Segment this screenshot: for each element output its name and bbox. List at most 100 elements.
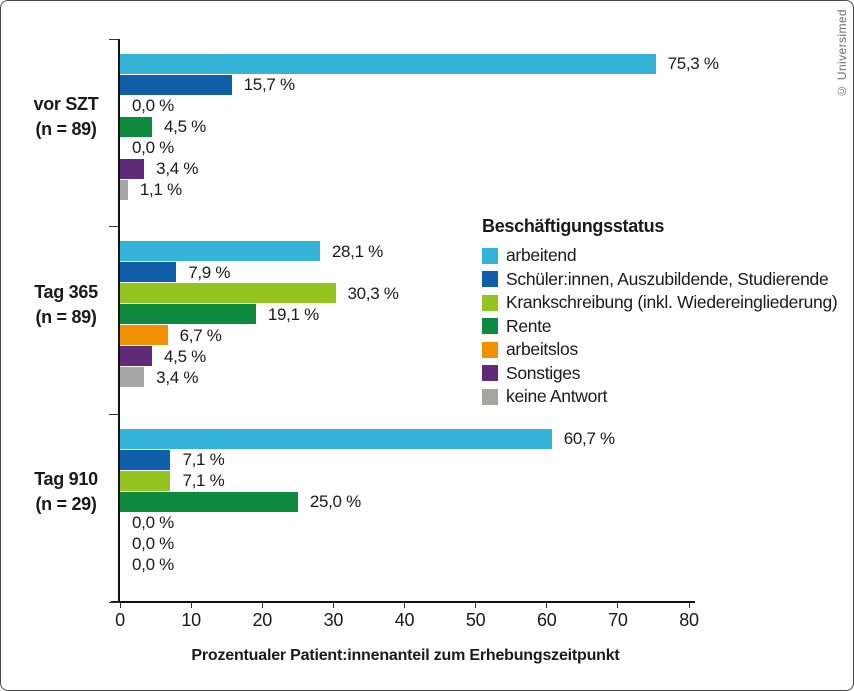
legend-swatch xyxy=(482,388,498,405)
group-label: Tag 910 (n = 29) xyxy=(13,467,119,517)
bar-row: 75,3 % xyxy=(120,53,720,74)
bar-row: 0,0 % xyxy=(120,512,720,533)
legend-item: arbeitslos xyxy=(482,338,837,362)
bar xyxy=(120,367,145,388)
axis-boundary-tick xyxy=(109,226,119,228)
bar-row: 3,4 % xyxy=(120,158,720,179)
bar-value-label: 1,1 % xyxy=(139,180,182,199)
x-tick-mark xyxy=(332,603,334,608)
x-tick-mark xyxy=(119,603,121,608)
group-bars: 60,7 % 7,1 % 7,1 % 25,0 % 0,0 % 0,0 % 0,0 % xyxy=(120,414,853,602)
axis-boundary-tick xyxy=(109,601,119,603)
bar xyxy=(120,241,320,262)
x-tick-label: 10 xyxy=(181,610,201,630)
x-tick-label: 80 xyxy=(679,610,699,630)
bar-value-label: 15,7 % xyxy=(243,75,295,94)
x-axis-line xyxy=(111,601,695,603)
bar xyxy=(120,74,232,95)
group-bars: 28,1 % 7,9 % 30,3 % 19,1 % 6,7 % 4,5 % 3,4 % xyxy=(120,227,853,415)
bar-row: 0,0 % xyxy=(120,533,720,554)
bar-value-label: 28,1 % xyxy=(331,241,383,261)
bar-row: 60,7 % xyxy=(120,428,720,449)
legend-item-label: arbeitslos xyxy=(506,339,578,360)
bar-row: 6,7 % xyxy=(120,325,720,346)
bar-value-label: 3,4 % xyxy=(156,159,199,178)
bar-value-label: 0,0 % xyxy=(132,96,174,115)
bar xyxy=(120,283,336,304)
bar-value-label: 6,7 % xyxy=(179,325,222,345)
legend-swatch xyxy=(482,271,498,288)
bar-value-label: 30,3 % xyxy=(347,283,399,303)
legend-item-label: Rente xyxy=(506,315,552,336)
bar xyxy=(120,116,152,137)
group-label-line2: (n = 89) xyxy=(35,119,97,139)
bar-row: 7,1 % xyxy=(120,449,720,470)
bar-row: 4,5 % xyxy=(120,116,720,137)
group-bars: 75,3 % 15,7 % 0,0 % 4,5 % 0,0 % 3,4 % 1,1 % xyxy=(120,39,853,227)
bar-value-label: 60,7 % xyxy=(563,429,615,449)
legend-item-label: Schüler:innen, Auszubildende, Studierend… xyxy=(506,268,829,289)
x-tick-mark xyxy=(404,603,405,608)
bar-row: 0,0 % xyxy=(120,554,720,575)
legend-item: arbeitend xyxy=(482,244,837,268)
bar-row: 3,4 % xyxy=(120,367,720,388)
bar-value-label: 75,3 % xyxy=(667,54,719,73)
legend-item: Schüler:innen, Auszubildende, Studierend… xyxy=(482,268,837,292)
legend-item-label: keine Antwort xyxy=(506,386,608,407)
bar xyxy=(120,325,168,346)
x-tick-mark xyxy=(617,603,619,608)
bar-value-label: 0,0 % xyxy=(132,138,174,157)
bar xyxy=(120,304,256,325)
bar-row: 0,0 % xyxy=(120,137,720,158)
x-tick-label: 30 xyxy=(323,610,344,630)
bar-value-label: 7,1 % xyxy=(182,471,225,491)
legend-item-label: Sonstiges xyxy=(506,362,581,383)
bar-group: Tag 365 (n = 89) 28,1 % 7,9 % 30,3 % 19,1 % 6,… xyxy=(1,227,853,415)
bar-row: 19,1 % xyxy=(120,304,720,325)
group-label: Tag 365 (n = 89) xyxy=(13,280,119,330)
x-tick-label: 60 xyxy=(537,610,557,630)
axis-boundary-tick xyxy=(109,413,119,415)
bar-row: 28,1 % xyxy=(120,241,720,262)
x-tick-label: 0 xyxy=(115,610,125,630)
axis-boundary-tick xyxy=(109,38,119,40)
x-tick-mark xyxy=(546,603,548,608)
legend-swatch xyxy=(482,365,498,382)
legend-items: arbeitend Schüler:innen, Auszubildende, S… xyxy=(482,244,838,409)
group-label-line1: Tag 910 xyxy=(34,469,98,490)
group-label-line1: vor SZT xyxy=(33,94,99,114)
legend-item: Krankschreibung (inkl. Wiedereingliederu… xyxy=(482,291,838,315)
x-tick-mark xyxy=(261,603,263,608)
bar-row: 7,1 % xyxy=(120,470,720,491)
bar xyxy=(120,346,152,367)
group-label-line1: Tag 365 xyxy=(34,281,98,302)
bar-value-label: 0,0 % xyxy=(132,513,174,533)
x-tick-label: 20 xyxy=(252,610,273,630)
bar xyxy=(120,470,171,491)
x-tick-mark xyxy=(190,603,192,608)
bar-value-label: 3,4 % xyxy=(156,367,199,387)
bar-value-label: 25,0 % xyxy=(309,492,361,512)
bar xyxy=(120,449,171,470)
group-label: vor SZT (n = 89) xyxy=(13,92,119,142)
bar-value-label: 4,5 % xyxy=(164,117,206,136)
bar-value-label: 0,0 % xyxy=(132,555,174,575)
bar-row: 30,3 % xyxy=(120,283,720,304)
bar-row: 25,0 % xyxy=(120,491,720,512)
bar xyxy=(120,262,177,283)
bar xyxy=(120,491,298,512)
x-axis-title: Prozentualer Patient:innenanteil zum Erh… xyxy=(191,647,620,664)
bar-row: 4,5 % xyxy=(120,346,720,367)
bar-row: 0,0 % xyxy=(120,95,720,116)
legend-swatch xyxy=(482,247,498,264)
bar-row: 7,9 % xyxy=(120,262,720,283)
bar-value-label: 19,1 % xyxy=(267,304,319,324)
bar xyxy=(120,158,145,179)
legend-item: Sonstiges xyxy=(482,362,837,386)
legend-item: keine Antwort xyxy=(482,385,837,409)
x-tick-mark xyxy=(688,603,690,608)
bar xyxy=(120,428,552,449)
group-label-line2: (n = 29) xyxy=(35,494,97,515)
legend-swatch xyxy=(482,294,498,311)
